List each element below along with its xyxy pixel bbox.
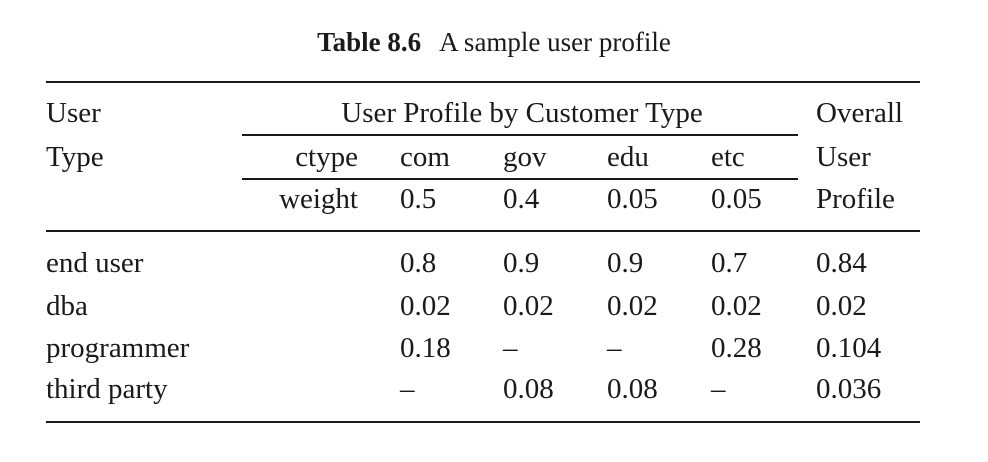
row-value: 0.8 <box>400 247 437 279</box>
row-value: – <box>503 332 518 364</box>
header-weight: 0.05 <box>711 183 762 215</box>
ctype-rule <box>242 178 798 180</box>
header-weight-label: weight <box>279 183 358 215</box>
row-value: 0.18 <box>400 332 451 364</box>
header-user-type-line2: Type <box>46 141 104 173</box>
row-user-type: end user <box>46 247 144 279</box>
row-value: 0.08 <box>607 373 658 405</box>
row-value: 0.28 <box>711 332 762 364</box>
header-group-title: User Profile by Customer Type <box>341 97 703 129</box>
header-ctype-label: ctype <box>295 141 358 173</box>
table-caption: Table 8.6 A sample user profile <box>0 22 988 62</box>
header-overall-line1: Overall <box>816 97 903 129</box>
row-value: 0.7 <box>711 247 748 279</box>
row-value: – <box>607 332 622 364</box>
header-customer-type: edu <box>607 141 649 173</box>
header-overall-line2: User <box>816 141 871 173</box>
header-customer-type: com <box>400 141 450 173</box>
header-weight: 0.4 <box>503 183 540 215</box>
row-value: – <box>400 373 415 405</box>
row-value: 0.9 <box>607 247 644 279</box>
bottom-rule <box>46 421 920 423</box>
header-overall-line3: Profile <box>816 183 895 215</box>
row-overall: 0.84 <box>816 247 867 279</box>
table-number: Table 8.6 <box>317 27 422 57</box>
row-value: 0.02 <box>400 290 451 322</box>
group-rule <box>242 134 798 136</box>
row-user-type: third party <box>46 373 168 405</box>
header-customer-type: etc <box>711 141 745 173</box>
row-value: – <box>711 373 726 405</box>
row-overall: 0.104 <box>816 332 882 364</box>
row-overall: 0.02 <box>816 290 867 322</box>
header-customer-type: gov <box>503 141 547 173</box>
row-overall: 0.036 <box>816 373 882 405</box>
row-value: 0.02 <box>607 290 658 322</box>
row-user-type: programmer <box>46 332 190 364</box>
header-bottom-rule <box>46 230 920 232</box>
table-caption-text: A sample user profile <box>439 27 671 57</box>
header-user-type-line1: User <box>46 97 101 129</box>
top-rule <box>46 81 920 83</box>
row-value: 0.08 <box>503 373 554 405</box>
header-weight: 0.05 <box>607 183 658 215</box>
row-value: 0.02 <box>711 290 762 322</box>
row-value: 0.02 <box>503 290 554 322</box>
row-user-type: dba <box>46 290 88 322</box>
row-value: 0.9 <box>503 247 540 279</box>
header-weight: 0.5 <box>400 183 437 215</box>
